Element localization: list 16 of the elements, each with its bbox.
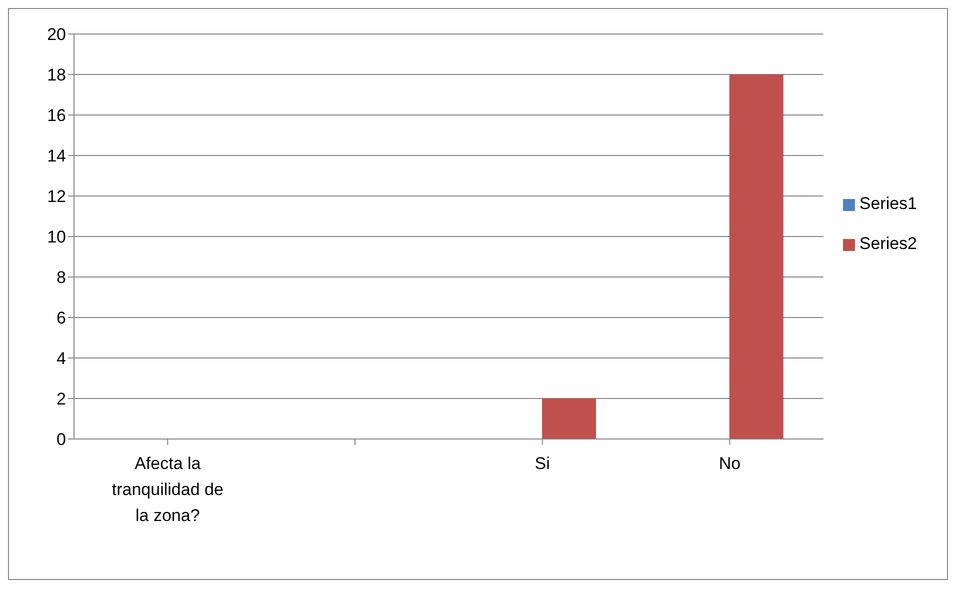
legend-label: Series2 (859, 234, 917, 253)
y-tick-label: 18 (47, 66, 66, 85)
x-tick-label: Afecta la tranquilidad de la zona? (112, 454, 224, 525)
y-tick-label: 4 (56, 349, 66, 368)
y-tick-label: 20 (47, 25, 66, 44)
x-tick-label: Si (534, 454, 550, 473)
y-tick-label: 6 (56, 308, 66, 328)
y-tick-label: 12 (47, 187, 66, 206)
y-tick-label: 8 (56, 268, 66, 288)
legend-label: Series1 (859, 194, 917, 213)
y-tick-label: 2 (56, 390, 66, 409)
y-tick-label: 10 (47, 228, 66, 247)
y-tick-label: 14 (47, 146, 66, 166)
y-tick-label: 0 (56, 430, 66, 450)
y-tick-label: 16 (47, 106, 66, 126)
x-tick-label: No (718, 454, 741, 473)
